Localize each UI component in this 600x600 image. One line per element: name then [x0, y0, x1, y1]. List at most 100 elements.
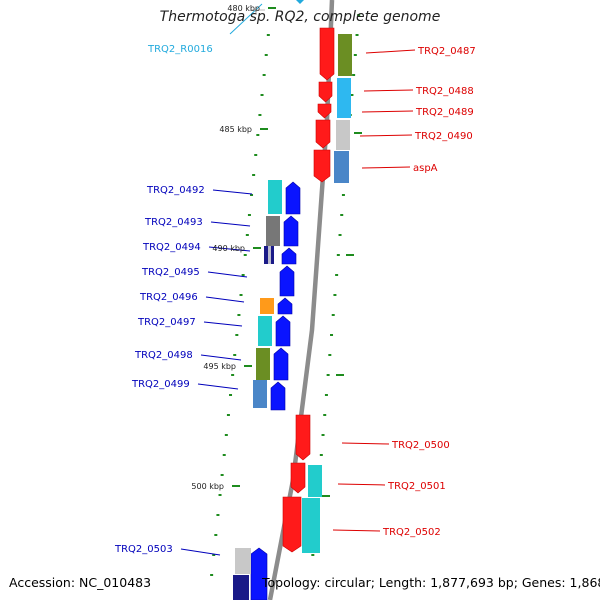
minor-tick	[330, 334, 334, 336]
scale-label: 495 kbp	[203, 362, 236, 371]
label-leader	[208, 246, 251, 252]
minor-tick	[350, 94, 354, 96]
minor-tick	[241, 274, 245, 276]
function-block	[334, 151, 349, 183]
label-leader	[200, 354, 242, 361]
reverse-gene-arrow	[275, 315, 291, 347]
minor-tick	[224, 434, 228, 436]
reverse-gene-arrow	[250, 547, 268, 600]
forward-gene-arrow	[295, 414, 311, 461]
minor-tick	[222, 454, 226, 456]
minor-tick	[324, 394, 328, 396]
function-block	[338, 34, 352, 76]
minor-tick	[340, 214, 344, 216]
major-tick	[244, 365, 252, 367]
label-leader	[332, 529, 381, 532]
label-leader	[337, 483, 386, 486]
forward-gene-label: TRQ2_0489	[415, 107, 474, 118]
label-leader	[203, 321, 243, 327]
forward-gene-arrow	[282, 496, 302, 553]
major-tick	[260, 128, 268, 130]
reverse-gene-label: TRQ2_0503	[114, 544, 173, 555]
rna-feature	[229, 0, 304, 35]
minor-tick	[311, 554, 315, 556]
forward-gene-label: TRQ2_0488	[415, 86, 474, 97]
major-tick	[336, 374, 344, 376]
label-leader	[341, 442, 390, 445]
label-leader	[361, 110, 414, 113]
minor-tick	[250, 194, 254, 196]
minor-tick	[353, 54, 357, 56]
reverse-gene-label: TRQ2_0495	[141, 267, 200, 278]
minor-tick	[220, 474, 224, 476]
minor-tick	[335, 274, 339, 276]
function-block	[337, 78, 351, 118]
scale-label: 485 kbp	[219, 125, 252, 134]
minor-tick	[338, 234, 342, 236]
forward-gene-label: TRQ2_0501	[387, 481, 446, 492]
genome-summary-text: Topology: circular; Length: 1,877,693 bp…	[262, 575, 600, 590]
forward-gene-arrow	[313, 149, 331, 183]
reverse-gene-label: TRQ2_0498	[134, 350, 193, 361]
minor-tick	[321, 434, 325, 436]
forward-gene-arrow	[290, 462, 306, 494]
reverse-gene-label: TRQ2_0492	[146, 185, 205, 196]
minor-tick	[226, 414, 230, 416]
reverse-gene-arrow	[273, 347, 289, 381]
major-tick	[346, 254, 354, 256]
scale-label: 500 kbp	[191, 482, 224, 491]
minor-tick	[336, 254, 340, 256]
minor-tick	[264, 54, 268, 56]
minor-tick	[326, 374, 330, 376]
function-block	[253, 380, 267, 408]
forward-gene-label: TRQ2_0490	[414, 131, 473, 142]
function-block	[302, 498, 320, 553]
label-leader	[197, 383, 239, 390]
reverse-gene-label: TRQ2_0496	[139, 292, 198, 303]
major-tick	[232, 485, 240, 487]
rna-gene-label: TRQ2_R0016	[147, 44, 213, 55]
label-leader	[207, 271, 248, 278]
map-title: Thermotoga sp. RQ2, complete genome	[159, 9, 441, 25]
forward-gene-label: TRQ2_0487	[417, 46, 476, 57]
reverse-gene-arrow	[281, 247, 297, 265]
label-leader	[210, 221, 251, 227]
minor-tick	[235, 334, 239, 336]
minor-tick	[262, 74, 266, 76]
scale-label: 480 kbp	[227, 4, 260, 13]
reverse-gene-arrow	[277, 297, 293, 315]
minor-tick	[352, 74, 356, 76]
label-leader	[180, 548, 221, 556]
label-leader	[359, 134, 413, 137]
minor-tick	[266, 34, 270, 36]
reverse-gene-label: TRQ2_0493	[144, 217, 203, 228]
function-block	[233, 575, 249, 600]
reverse-gene-arrow	[279, 265, 295, 297]
reverse-gene-label: TRQ2_0497	[137, 317, 196, 328]
forward-gene-arrow	[315, 119, 331, 149]
reverse-gene-label: TRQ2_0499	[131, 379, 190, 390]
minor-tick	[216, 514, 220, 516]
minor-tick	[252, 174, 256, 176]
reverse-gene-arrow	[285, 181, 301, 215]
minor-tick	[214, 534, 218, 536]
minor-tick	[239, 294, 243, 296]
forward-gene-label: TRQ2_0500	[391, 440, 450, 451]
minor-tick	[357, 14, 361, 16]
function-block	[308, 465, 322, 497]
minor-tick	[218, 494, 222, 496]
minor-tick	[237, 314, 241, 316]
forward-gene-arrow	[317, 103, 332, 119]
accession-text: Accession: NC_010483	[9, 575, 152, 590]
major-tick	[354, 132, 362, 134]
minor-tick	[233, 354, 237, 356]
minor-tick	[355, 34, 359, 36]
minor-tick	[256, 134, 260, 136]
minor-tick	[231, 374, 235, 376]
minor-tick	[210, 574, 214, 576]
major-tick	[253, 247, 261, 249]
reverse-gene-label: TRQ2_0494	[142, 242, 201, 253]
reverse-gene-arrow	[283, 215, 299, 247]
major-tick	[268, 7, 276, 9]
